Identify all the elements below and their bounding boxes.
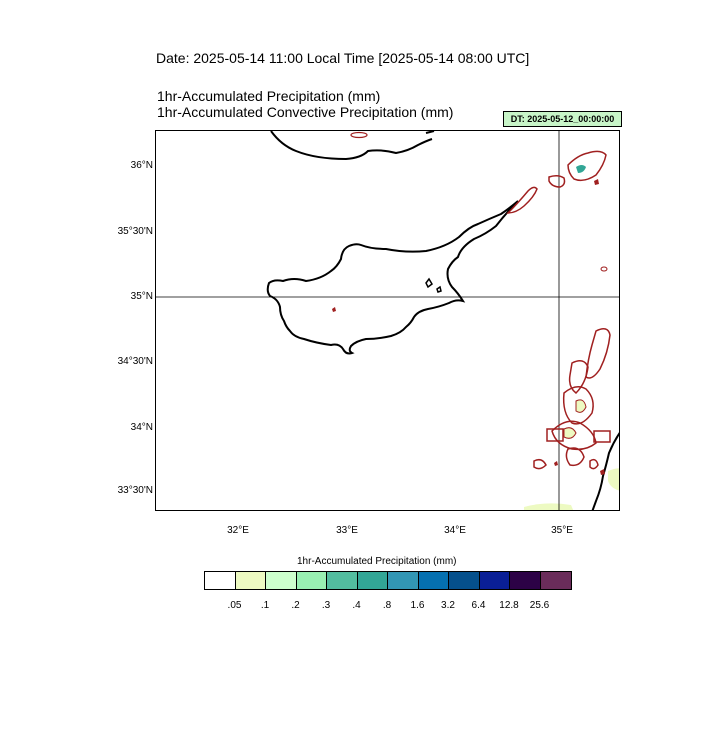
light-precip-patch (524, 503, 574, 510)
precip-cell (589, 458, 599, 470)
precip-cell (600, 469, 605, 475)
colorbar-tick-label: .05 (227, 600, 242, 611)
lat-label-35n: 35°N (130, 291, 153, 302)
title-convective-precipitation: 1hr-Accumulated Convective Precipitation… (157, 104, 454, 120)
turkey-coastline (270, 131, 435, 161)
precip-cell (594, 179, 599, 185)
precip-cell (568, 360, 589, 394)
lat-label-33-30n: 33°30'N (117, 485, 153, 496)
precip-cell (585, 328, 611, 379)
title-precipitation: 1hr-Accumulated Precipitation (mm) (157, 88, 381, 104)
precip-cell (332, 307, 336, 312)
colorbar-swatch (540, 572, 571, 589)
colorbar-swatch (449, 572, 480, 589)
lat-label-35-30n: 35°30'N (117, 226, 153, 237)
small-island (425, 277, 433, 289)
lon-label-33e: 33°E (336, 525, 358, 536)
colorbar-swatch (296, 572, 327, 589)
colorbar-tick-label: .2 (291, 600, 300, 611)
colorbar-swatch (205, 572, 236, 589)
precip-cell (554, 461, 558, 466)
precip-cell (562, 386, 594, 425)
precip-cell (593, 430, 611, 443)
colorbar-title: 1hr-Accumulated Precipitation (mm) (297, 556, 457, 567)
precip-cell (350, 131, 368, 139)
light-precip-patch (608, 468, 619, 491)
lat-label-34n: 34°N (130, 422, 153, 433)
colorbar-swatch (235, 572, 266, 589)
map-canvas (156, 131, 619, 510)
precip-cell (533, 458, 547, 470)
precip-cell (546, 428, 564, 442)
colorbar-tick-label: 6.4 (471, 600, 486, 611)
colorbar-tick-label: .1 (260, 600, 270, 611)
small-island (436, 285, 442, 293)
colorbar-swatch (479, 572, 510, 589)
lat-label-36n: 36°N (130, 160, 153, 171)
precip-cell (575, 399, 587, 413)
colorbar-tick-label: 25.6 (529, 600, 550, 611)
precip-cell (548, 174, 566, 188)
colorbar-tick-label: 12.8 (499, 600, 519, 611)
dt-badge: DT: 2025-05-12_00:00:00 (503, 111, 622, 127)
lon-label-32e: 32°E (227, 525, 249, 536)
map-frame (155, 130, 620, 511)
levant-coastline (591, 432, 619, 510)
colorbar-swatch (510, 572, 541, 589)
colorbar-swatch (327, 572, 358, 589)
precip-cell (565, 447, 585, 467)
cyprus-coastline (266, 200, 519, 355)
date-line: Date: 2025-05-14 11:00 Local Time [2025-… (156, 50, 530, 66)
colorbar-tick-label: .4 (352, 600, 361, 611)
precip-cell (600, 266, 608, 272)
colorbar-swatch (357, 572, 388, 589)
lat-label-34-30n: 34°30'N (117, 356, 153, 367)
colorbar (204, 571, 572, 590)
precip-cell (551, 420, 597, 451)
lon-label-34e: 34°E (444, 525, 466, 536)
colorbar-swatch (388, 572, 419, 589)
precip-cell (567, 150, 607, 182)
colorbar-tick-label: .8 (382, 600, 392, 611)
precip-cell (576, 165, 586, 173)
colorbar-tick-label: .3 (321, 600, 331, 611)
colorbar-tick-label: 3.2 (441, 600, 455, 611)
precip-cell (563, 427, 577, 439)
colorbar-swatch (266, 572, 297, 589)
colorbar-swatch (418, 572, 449, 589)
precip-cell (506, 186, 538, 214)
lon-label-35e: 35°E (551, 525, 573, 536)
colorbar-tick-label: 1.6 (410, 600, 425, 611)
